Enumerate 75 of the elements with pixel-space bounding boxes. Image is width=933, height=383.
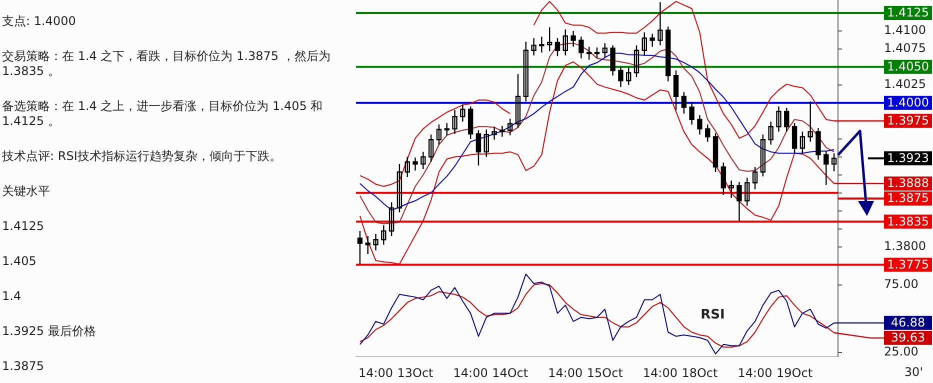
y-tick-label: 1.4100 — [884, 23, 926, 38]
candlestick — [515, 74, 521, 129]
candlestick — [420, 151, 426, 170]
candlestick — [768, 121, 774, 146]
ref-line-label: 1.3775 — [887, 257, 929, 272]
x-tick-label: 14:00 — [642, 366, 678, 380]
text: 1.3923 — [887, 150, 929, 165]
candlestick — [642, 32, 648, 56]
candlestick — [500, 125, 505, 138]
x-tick-label: 14:00 — [548, 366, 583, 380]
x-tick-label: 19Oct — [776, 366, 813, 380]
candlestick — [381, 224, 386, 246]
text: 1.3925 最后价格 — [2, 324, 97, 339]
y-tick-label: 25.00 — [884, 344, 918, 359]
candlestick — [373, 233, 378, 252]
candlestick — [744, 177, 750, 206]
candlestick — [808, 100, 813, 142]
candlestick — [562, 28, 568, 56]
ref-line-label: 1.4000 — [887, 96, 929, 110]
candlestick — [484, 128, 489, 158]
y-tick-label: 1.4025 — [884, 77, 926, 92]
candlestick — [626, 67, 632, 86]
y-tick-label: 75.00 — [884, 277, 918, 292]
text: 1.4 — [2, 289, 22, 304]
x-axis-title: 30' — [904, 365, 923, 380]
candlestick — [404, 156, 410, 178]
text: 关键水平 — [2, 184, 51, 199]
candlestick — [428, 134, 434, 163]
ref-line-label: 1.4125 — [887, 6, 929, 20]
candlestick — [436, 124, 442, 146]
ref-line-label: 1.4050 — [887, 60, 929, 74]
text: 交易策略：在 1.4 之下，看跌，目标价位为 1.3875 ，然后为 1.3835 。 — [2, 49, 332, 79]
x-tick-label: 18Oct — [682, 366, 718, 380]
ref-line-label: 1.3835 — [887, 214, 929, 228]
x-tick-label: 15Oct — [586, 366, 624, 380]
candlestick — [452, 109, 458, 134]
ref-line-label: 1.3875 — [887, 191, 929, 206]
candlestick — [388, 202, 394, 237]
text: 备选策略：在 1.4 之上，进一步看涨，目标价位为 1.405 和 1.4125 。 — [2, 99, 324, 129]
candlestick — [602, 42, 608, 58]
text: 1.405 — [2, 254, 38, 269]
candlestick — [634, 44, 640, 78]
x-tick-label: 14:00 — [453, 366, 488, 380]
candlestick — [776, 106, 782, 132]
x-tick-label: 14:00 — [358, 366, 394, 380]
candlestick — [492, 126, 497, 140]
data-label: 39.63 — [890, 330, 926, 345]
candlestick — [831, 152, 837, 172]
candlestick — [444, 122, 450, 136]
candlestick — [800, 131, 806, 154]
candlestick — [546, 26, 552, 52]
candlestick — [460, 104, 466, 122]
candlestick — [658, 2, 663, 46]
x-tick-label: 14Oct — [492, 366, 528, 380]
text: 技术点评: RSI技术指标运行趋势复杂，倾向于下跌。 — [2, 149, 282, 164]
x-tick-label: 14:00 — [738, 366, 772, 380]
candlestick — [539, 36, 544, 54]
candlestick — [594, 46, 600, 59]
candlestick — [760, 134, 766, 177]
data-label: 1.3888 — [887, 176, 929, 190]
text: RSI — [700, 307, 725, 322]
data-label: 1.3975 — [887, 114, 929, 128]
candlestick — [523, 41, 528, 102]
candlestick — [752, 166, 758, 190]
candlestick — [531, 38, 536, 56]
text: 支点: 1.4000 — [2, 14, 77, 29]
candlestick — [728, 180, 734, 198]
y-tick-label: 1.4075 — [884, 41, 926, 56]
text: 1.3875 — [2, 359, 45, 374]
data-label: 46.88 — [890, 316, 926, 330]
x-tick-label: 13Oct — [397, 366, 434, 380]
candlestick — [507, 118, 513, 136]
candlestick — [396, 163, 402, 213]
text: 1.4125 — [2, 219, 45, 234]
y-tick-label: 1.3800 — [884, 238, 926, 253]
